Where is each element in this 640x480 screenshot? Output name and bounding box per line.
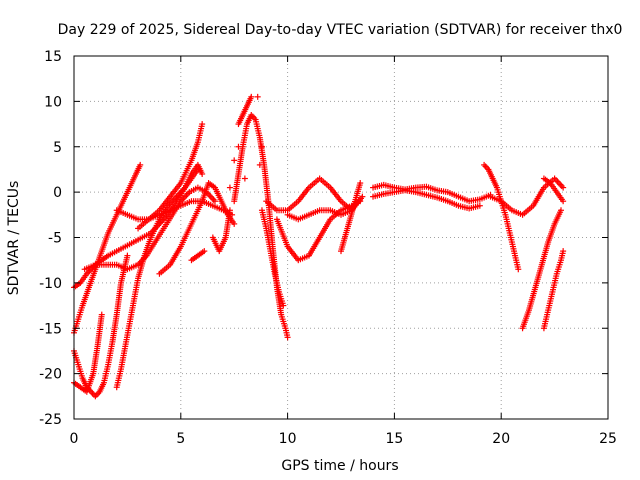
data-point xyxy=(254,93,261,100)
data-point xyxy=(194,166,201,173)
data-point xyxy=(231,157,238,164)
data-point xyxy=(201,248,208,255)
y-axis-title: SDTVAR / TECUs xyxy=(6,181,22,296)
data-point xyxy=(359,193,366,200)
data-point xyxy=(558,207,565,214)
data-point xyxy=(226,207,233,214)
data-point xyxy=(137,161,144,168)
y-tick-label: 15 xyxy=(44,49,62,65)
y-tick-label: 0 xyxy=(53,185,62,201)
data-point xyxy=(284,334,291,341)
data-point xyxy=(241,175,248,182)
data-point xyxy=(515,266,522,273)
data-point xyxy=(211,198,218,205)
data-point xyxy=(280,302,287,309)
data-point xyxy=(258,143,265,150)
x-tick-label: 5 xyxy=(176,431,185,447)
grid-layer xyxy=(74,56,608,419)
chart-title: Day 229 of 2025, Sidereal Day-to-day VTE… xyxy=(58,22,623,38)
data-point xyxy=(226,184,233,191)
x-tick-label: 0 xyxy=(70,431,79,447)
data-point xyxy=(231,220,238,227)
x-tick-label: 15 xyxy=(385,431,403,447)
data-point xyxy=(199,170,206,177)
data-point xyxy=(560,184,567,191)
data-point xyxy=(560,198,567,205)
y-tick-label: -20 xyxy=(39,367,62,383)
marks-layer xyxy=(71,93,567,400)
y-tick-label: -25 xyxy=(39,412,62,428)
x-tick-label: 20 xyxy=(492,431,510,447)
ticks-layer: 0 5 10 15 20 25 -25 -20 -15 -10 -5 0 5 10 15 xyxy=(39,49,617,447)
data-point xyxy=(199,121,206,128)
data-point xyxy=(235,143,242,150)
data-point xyxy=(560,248,567,255)
y-tick-label: -5 xyxy=(48,231,62,247)
y-tick-label: 5 xyxy=(53,140,62,156)
y-tick-label: -10 xyxy=(39,276,62,292)
data-point xyxy=(476,202,483,209)
y-tick-label: 10 xyxy=(44,94,62,110)
y-tick-label: -15 xyxy=(39,321,62,337)
data-point xyxy=(98,311,105,318)
data-point xyxy=(256,161,263,168)
x-tick-label: 10 xyxy=(279,431,297,447)
x-tick-label: 25 xyxy=(599,431,617,447)
data-point xyxy=(124,252,131,259)
data-point xyxy=(248,93,255,100)
data-point xyxy=(357,180,364,187)
x-axis-title: GPS time / hours xyxy=(281,458,398,474)
